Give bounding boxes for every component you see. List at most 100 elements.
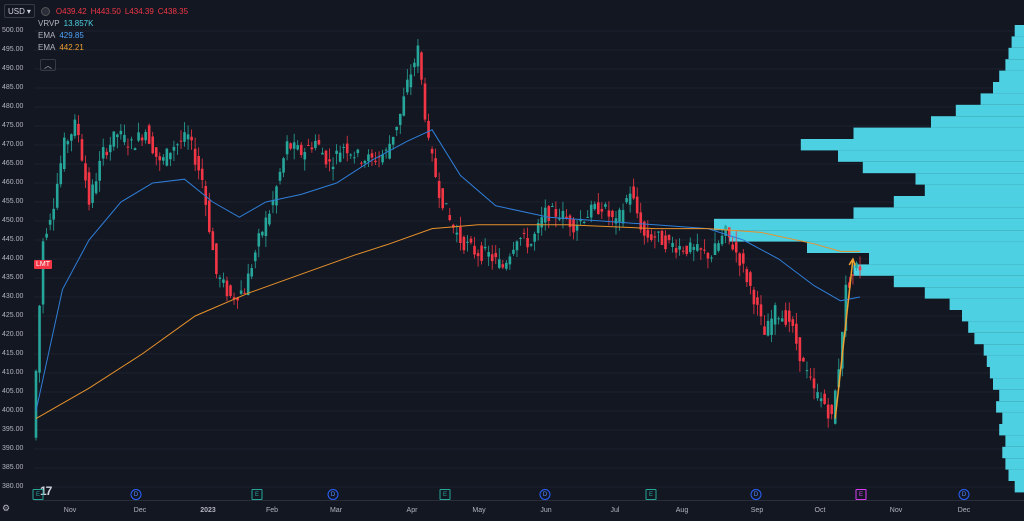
candle-body xyxy=(731,245,734,250)
candle-body xyxy=(802,358,805,362)
close-value: C438.35 xyxy=(158,7,188,16)
volume-bar xyxy=(925,185,1024,196)
candle-body xyxy=(113,131,116,146)
candle-body xyxy=(533,234,536,242)
candle-body xyxy=(431,149,434,153)
price-chart[interactable] xyxy=(0,0,1024,500)
currency-label: USD xyxy=(8,7,25,16)
candle-body xyxy=(696,244,699,251)
candle-body xyxy=(823,394,826,404)
candle-body xyxy=(456,233,459,235)
dividend-event-icon[interactable]: D xyxy=(751,489,762,500)
price-tick: 380.00 xyxy=(2,483,23,490)
candle-body xyxy=(162,157,165,161)
candle-body xyxy=(647,230,650,238)
price-tick: 495.00 xyxy=(2,46,23,53)
candle-body xyxy=(516,241,519,250)
legend-vrvp[interactable]: VRVP 13.857K xyxy=(38,18,93,30)
collapse-legend-button[interactable]: ︿ xyxy=(40,59,56,71)
candle-body xyxy=(477,253,480,256)
candle-body xyxy=(155,147,158,157)
volume-bar xyxy=(894,276,1024,287)
candle-body xyxy=(49,220,52,225)
candle-body xyxy=(215,243,218,274)
candle-body xyxy=(424,83,427,119)
candle-body xyxy=(59,163,62,184)
candle-body xyxy=(551,206,554,207)
volume-bar xyxy=(854,128,1024,139)
candle-body xyxy=(625,198,628,202)
candle-body xyxy=(279,172,282,181)
candle-body xyxy=(229,285,232,296)
candle-body xyxy=(250,268,253,276)
price-tick: 460.00 xyxy=(2,179,23,186)
earnings-event-icon[interactable]: E xyxy=(646,489,657,500)
ema-fast-line xyxy=(36,130,860,411)
price-tick: 415.00 xyxy=(2,350,23,357)
candle-body xyxy=(328,159,331,161)
candle-body xyxy=(282,158,285,172)
currency-button[interactable]: USD ▾ xyxy=(4,4,35,18)
candle-body xyxy=(593,204,596,209)
candle-body xyxy=(438,181,441,198)
candle-body xyxy=(466,242,469,243)
legend-ema-slow[interactable]: EMA 442.21 xyxy=(38,42,93,54)
candle-body xyxy=(505,263,508,269)
price-tick: 475.00 xyxy=(2,122,23,129)
volume-bar xyxy=(990,367,1024,378)
earnings-event-icon[interactable]: E xyxy=(33,489,44,500)
candle-body xyxy=(303,152,306,159)
volume-bar xyxy=(1005,435,1024,446)
candle-body xyxy=(176,144,179,145)
candle-body xyxy=(56,184,59,208)
candle-body xyxy=(473,246,476,255)
time-tick: Oct xyxy=(815,507,826,514)
dividend-event-icon[interactable]: D xyxy=(131,489,142,500)
candle-body xyxy=(682,251,685,252)
candle-body xyxy=(788,311,791,322)
vrvp-label: VRVP xyxy=(38,18,60,30)
earnings-event-icon[interactable]: E xyxy=(252,489,263,500)
earnings-event-icon[interactable]: E xyxy=(440,489,451,500)
volume-bar xyxy=(968,321,1024,332)
dividend-event-icon[interactable]: D xyxy=(959,489,970,500)
top-toolbar: USD ▾ O439.42 H443.50 L434.39 C438.35 xyxy=(4,4,188,18)
candle-body xyxy=(604,204,607,207)
volume-bar xyxy=(993,378,1024,389)
candle-body xyxy=(784,310,787,325)
candle-body xyxy=(173,147,176,151)
candle-body xyxy=(226,281,229,297)
legend-ema-fast[interactable]: EMA 429.85 xyxy=(38,30,93,42)
candle-body xyxy=(417,46,420,67)
candle-body xyxy=(760,304,763,316)
candle-body xyxy=(300,145,303,155)
gear-icon[interactable]: ⚙ xyxy=(2,503,12,513)
time-tick: Jun xyxy=(540,507,551,514)
candle-body xyxy=(169,153,172,160)
candle-body xyxy=(265,218,268,236)
volume-bar xyxy=(981,93,1024,104)
candle-body xyxy=(102,147,105,158)
candle-body xyxy=(243,293,246,294)
candle-body xyxy=(141,137,144,140)
earnings-event-icon[interactable]: E xyxy=(856,489,867,500)
candle-body xyxy=(190,137,193,141)
time-tick: Aug xyxy=(676,507,688,514)
candle-body xyxy=(371,153,374,157)
dividend-event-icon[interactable]: D xyxy=(328,489,339,500)
trend-arrow xyxy=(835,259,855,419)
candle-body xyxy=(714,243,717,255)
dividend-event-icon[interactable]: D xyxy=(540,489,551,500)
volume-bar xyxy=(999,390,1024,401)
time-tick: 2023 xyxy=(200,507,216,514)
candle-body xyxy=(332,167,335,169)
candle-body xyxy=(654,236,657,237)
candle-body xyxy=(700,248,703,250)
candle-body xyxy=(434,158,437,177)
time-tick: Feb xyxy=(266,507,278,514)
candle-body xyxy=(261,232,264,236)
candle-body xyxy=(650,234,653,240)
